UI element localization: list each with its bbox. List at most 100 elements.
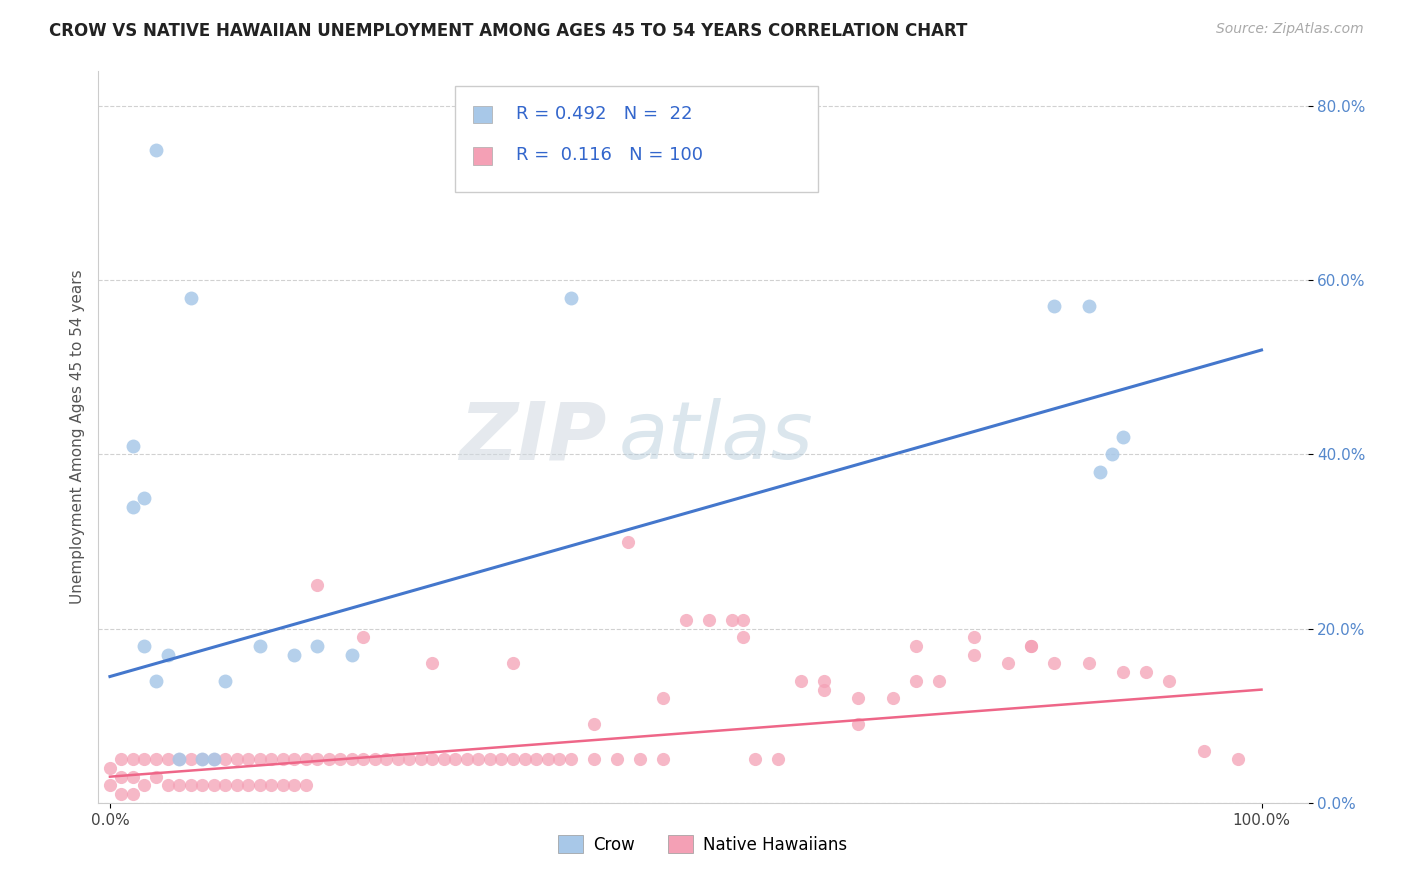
Point [675,613,697,627]
Point [1159,673,1181,688]
Point [225,752,247,766]
Point [502,752,524,766]
Point [444,752,467,766]
Point [848,717,870,731]
Point [167,752,190,766]
Point [202,752,225,766]
Point [491,752,513,766]
Point [134,491,156,505]
Legend: Crow, Native Hawaiians: Crow, Native Hawaiians [551,829,855,860]
Point [236,752,259,766]
Point [122,770,145,784]
Text: CROW VS NATIVE HAWAIIAN UNEMPLOYMENT AMONG AGES 45 TO 54 YEARS CORRELATION CHART: CROW VS NATIVE HAWAIIAN UNEMPLOYMENT AMO… [49,22,967,40]
Point [962,631,984,645]
Point [249,752,271,766]
Point [294,778,316,792]
Point [283,648,305,662]
Point [214,673,236,688]
Text: Source: ZipAtlas.com: Source: ZipAtlas.com [1216,22,1364,37]
Point [1112,665,1135,680]
Point [582,717,605,731]
Point [110,770,132,784]
Point [651,691,673,706]
Point [1077,300,1099,314]
Point [225,778,247,792]
Point [191,752,214,766]
Point [478,752,501,766]
Point [249,639,271,653]
Point [467,752,489,766]
Point [236,778,259,792]
Point [180,778,202,792]
Point [766,752,789,766]
Point [617,534,640,549]
Point [409,752,432,766]
Point [249,778,271,792]
Point [882,691,904,706]
Point [134,778,156,792]
Point [502,657,524,671]
Point [433,752,456,766]
Point [122,752,145,766]
Point [422,752,444,766]
Bar [474,147,492,165]
Point [582,752,605,766]
Point [422,657,444,671]
Point [260,752,283,766]
Point [329,752,352,766]
Point [352,631,374,645]
Point [790,673,813,688]
Text: ZIP: ZIP [458,398,606,476]
Point [387,752,409,766]
Point [905,639,928,653]
Point [202,752,225,766]
Point [340,752,363,766]
Point [283,778,305,792]
Point [1043,300,1066,314]
Point [307,578,329,592]
Point [524,752,547,766]
Point [1019,639,1042,653]
Point [98,761,121,775]
Point [720,613,742,627]
Point [548,752,571,766]
Point [733,613,755,627]
Point [98,778,121,792]
Point [536,752,558,766]
Point [134,639,156,653]
Point [180,752,202,766]
Bar [474,106,492,123]
Point [997,657,1019,671]
Point [283,752,305,766]
Point [733,631,755,645]
Point [606,752,628,766]
Point [122,439,145,453]
Point [352,752,374,766]
Point [1090,465,1112,479]
Point [560,291,582,305]
Point [167,752,190,766]
Point [145,770,167,784]
Point [271,778,294,792]
Point [928,673,950,688]
Point [1192,743,1215,757]
Point [1112,430,1135,444]
Point [813,673,835,688]
Point [145,673,167,688]
Point [513,752,536,766]
Point [122,787,145,801]
Text: R = 0.492   N =  22: R = 0.492 N = 22 [516,104,692,123]
Point [744,752,766,766]
Point [191,778,214,792]
Point [456,752,478,766]
Point [1227,752,1250,766]
Point [307,752,329,766]
Point [398,752,420,766]
Point [375,752,398,766]
Point [145,143,167,157]
FancyBboxPatch shape [456,86,818,192]
Point [962,648,984,662]
Point [191,752,214,766]
Point [214,752,236,766]
Point [122,500,145,514]
